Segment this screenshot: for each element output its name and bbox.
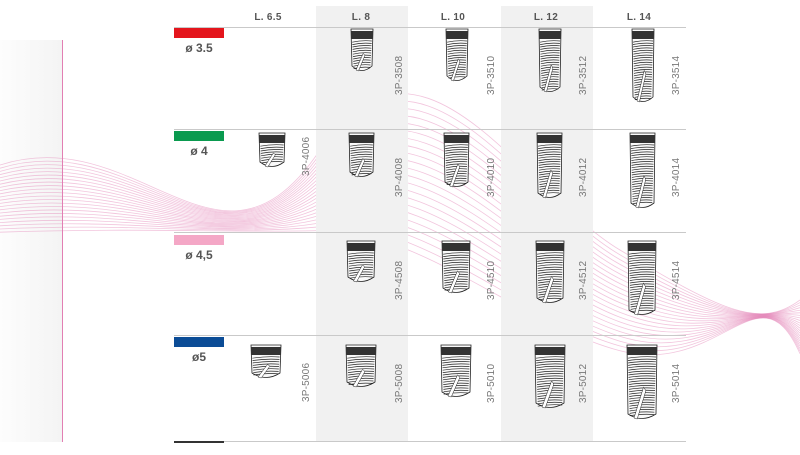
dental-implant-icon bbox=[346, 240, 376, 283]
column-header-l6-5: L. 6.5 bbox=[254, 12, 282, 23]
product-code: 3P-5006 bbox=[301, 362, 312, 402]
dental-implant-icon bbox=[534, 344, 566, 409]
product-code: 3P-5012 bbox=[578, 363, 589, 403]
row-divider bbox=[174, 129, 686, 130]
product-code: 3P-5014 bbox=[671, 363, 682, 403]
product-code: 3P-4514 bbox=[671, 260, 682, 300]
dental-implant-icon bbox=[626, 344, 658, 420]
dental-implant-icon bbox=[350, 28, 374, 72]
column-header-l14: L. 14 bbox=[626, 12, 652, 23]
dental-implant-icon bbox=[445, 28, 469, 82]
diameter-label-4: ø 4 bbox=[190, 144, 208, 158]
table-bottom-rule bbox=[224, 441, 686, 442]
table-bottom-rule bbox=[174, 441, 224, 443]
diameter-color-bar-4-5 bbox=[174, 235, 224, 245]
dental-implant-icon bbox=[629, 132, 656, 209]
column-header-l10: L. 10 bbox=[440, 12, 466, 23]
column-header-l8: L. 8 bbox=[351, 12, 371, 23]
product-code: 3P-4508 bbox=[394, 260, 405, 300]
dental-implant-icon bbox=[441, 240, 471, 294]
product-code: 3P-3510 bbox=[486, 55, 497, 95]
decorative-left-panel bbox=[0, 40, 63, 442]
diameter-color-bar-5 bbox=[174, 337, 224, 347]
column-header-l12: L. 12 bbox=[533, 12, 559, 23]
diameter-color-bar-3-5 bbox=[174, 28, 224, 38]
diameter-label-4-5: ø 4,5 bbox=[185, 248, 213, 262]
row-divider bbox=[174, 232, 686, 233]
product-code: 3P-4008 bbox=[394, 157, 405, 197]
diameter-label-5: ø5 bbox=[191, 350, 206, 364]
product-code: 3P-3514 bbox=[671, 55, 682, 95]
header-divider bbox=[174, 27, 686, 28]
product-code: 3P-3512 bbox=[578, 55, 589, 95]
dental-implant-icon bbox=[538, 28, 562, 93]
dental-implant-icon bbox=[440, 344, 472, 398]
dental-implant-icon bbox=[345, 344, 377, 388]
product-code: 3P-4010 bbox=[486, 157, 497, 197]
product-code: 3P-3508 bbox=[394, 55, 405, 95]
row-divider bbox=[174, 335, 686, 336]
dental-implant-icon bbox=[536, 132, 563, 199]
product-code: 3P-5010 bbox=[486, 363, 497, 403]
product-code: 3P-5008 bbox=[394, 363, 405, 403]
product-code: 3P-4512 bbox=[578, 260, 589, 300]
dental-implant-icon bbox=[250, 344, 282, 379]
product-code: 3P-4510 bbox=[486, 260, 497, 300]
diameter-color-bar-4 bbox=[174, 131, 224, 141]
dental-implant-icon bbox=[631, 28, 655, 103]
product-code: 3P-4014 bbox=[671, 157, 682, 197]
dental-implant-icon bbox=[627, 240, 657, 316]
product-code: 3P-4012 bbox=[578, 157, 589, 197]
dental-implant-icon bbox=[258, 132, 286, 168]
dental-implant-icon bbox=[348, 132, 375, 178]
dental-implant-icon bbox=[443, 132, 470, 188]
diameter-label-3-5: ø 3.5 bbox=[185, 41, 213, 55]
dental-implant-icon bbox=[535, 240, 565, 304]
product-code: 3P-4006 bbox=[301, 136, 312, 176]
